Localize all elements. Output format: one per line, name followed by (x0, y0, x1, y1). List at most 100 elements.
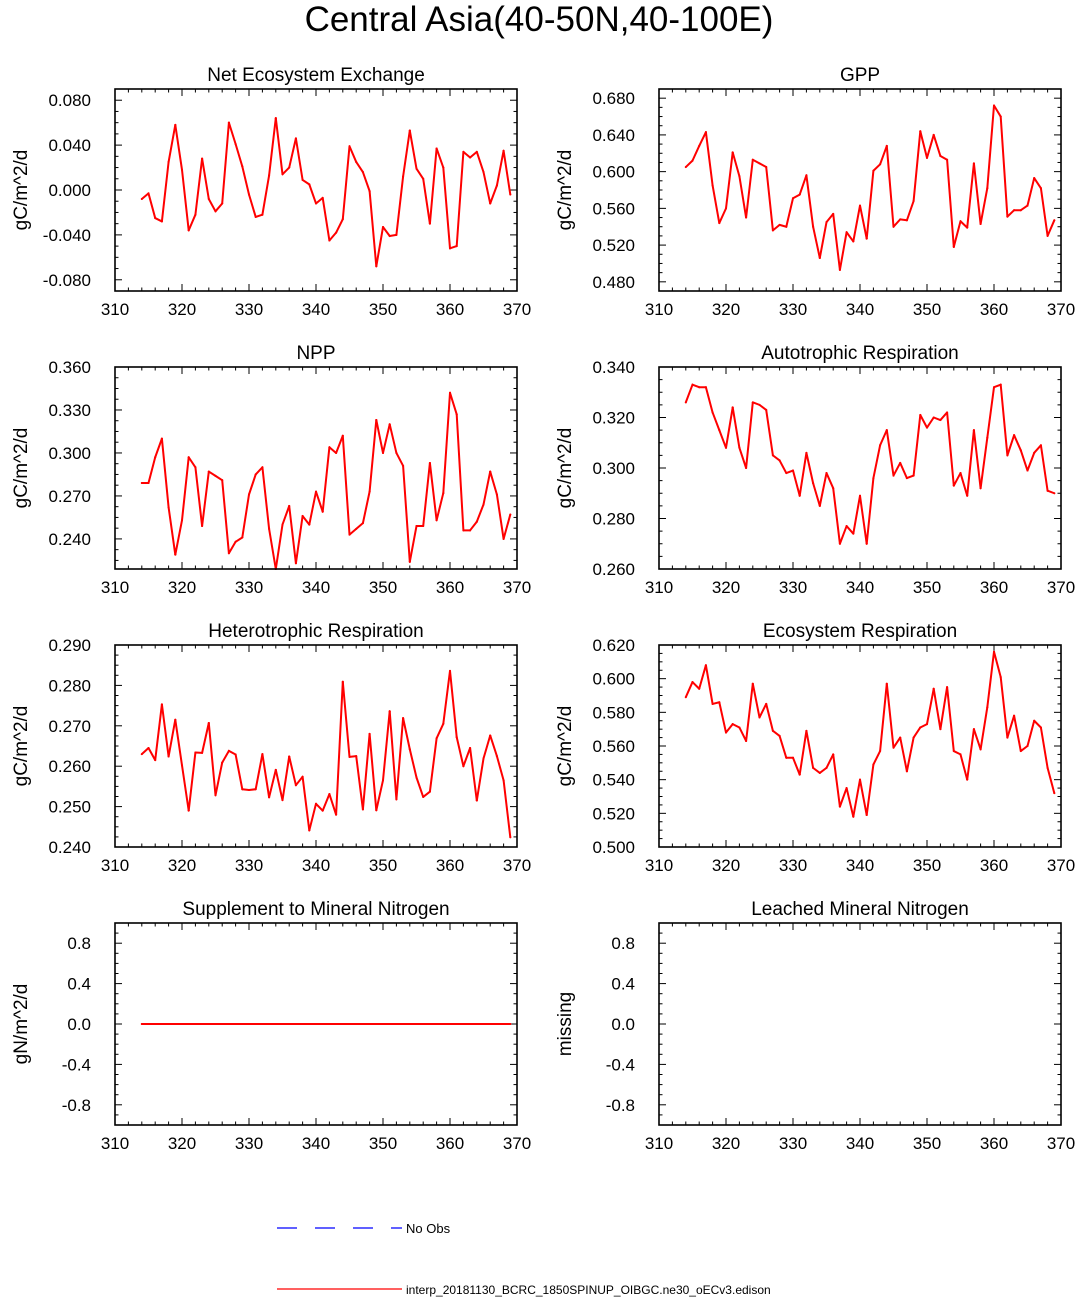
series-segment (495, 493, 505, 540)
data-point (335, 231, 338, 234)
x-tick-label: 310 (101, 1134, 129, 1153)
y-tick-label: 0.0 (611, 1015, 635, 1034)
data-point (919, 130, 922, 133)
series-segment (174, 519, 183, 556)
data-point (395, 798, 398, 801)
data-point (818, 504, 821, 507)
y-tick-label: 0.080 (48, 91, 91, 110)
data-point (341, 680, 344, 683)
data-point (1039, 187, 1042, 190)
data-point (422, 795, 425, 798)
series-segment (845, 231, 855, 243)
data-point (1013, 714, 1016, 717)
data-point (946, 686, 949, 689)
data-point (932, 133, 935, 136)
series-segment (502, 779, 512, 839)
data-point (227, 552, 230, 555)
y-tick-label: 0.680 (592, 89, 635, 108)
data-point (859, 204, 861, 207)
data-point (1046, 234, 1049, 237)
series-segment (395, 717, 405, 801)
data-point (832, 753, 835, 756)
data-point (140, 482, 143, 485)
series-segment (301, 514, 311, 526)
chart-panels: Net Ecosystem Exchange gC/m^2/d 310 320 330 3… (11, 65, 1075, 1153)
data-point (725, 731, 727, 734)
series-segment (382, 423, 391, 454)
series-segment (214, 474, 224, 482)
y-tick-label: 0.640 (592, 126, 635, 145)
series-segment (852, 204, 861, 243)
y-tick-label: 0.0 (67, 1015, 91, 1034)
x-tick-label: 340 (302, 300, 330, 319)
data-point (194, 213, 197, 216)
y-tick-label: 0.520 (592, 236, 635, 255)
data-point (402, 464, 405, 467)
series-segment (160, 703, 170, 758)
data-point (502, 149, 505, 152)
x-tick-label: 370 (503, 300, 531, 319)
x-tick-label: 340 (846, 856, 874, 875)
series-segment (368, 419, 378, 493)
series-segment (1033, 177, 1042, 190)
series-segment (892, 736, 902, 749)
series-segment (919, 723, 928, 729)
x-tick-label: 360 (980, 1134, 1008, 1153)
panel-title: NPP (296, 343, 335, 364)
series-segment (187, 213, 197, 232)
data-point (704, 664, 707, 667)
data-point (502, 779, 505, 782)
series-segment (308, 802, 317, 832)
data-point (711, 702, 714, 705)
series-segment (288, 504, 297, 565)
data-point (751, 158, 754, 161)
data-point (147, 192, 150, 195)
y-tick-label: 0.250 (48, 798, 91, 817)
plot-frame (114, 644, 518, 848)
series-segment (1039, 444, 1049, 492)
data-point (946, 158, 949, 161)
data-point (684, 696, 687, 699)
series-segment (248, 788, 257, 792)
series-segment (993, 383, 1002, 389)
data-point (268, 796, 271, 799)
series-segment (832, 487, 841, 545)
x-tick-label: 360 (436, 856, 464, 875)
x-tick-label: 360 (980, 300, 1008, 319)
data-point (905, 219, 908, 222)
data-point (395, 451, 398, 454)
data-point (711, 411, 714, 414)
x-tick-label: 320 (712, 578, 740, 597)
data-point (201, 525, 204, 528)
series-segment (335, 434, 344, 454)
x-tick-label: 310 (645, 300, 673, 319)
plot-frame (114, 366, 518, 570)
series-segment (818, 221, 828, 259)
series-segment (932, 133, 942, 158)
data-point (348, 533, 351, 536)
data-point (435, 519, 438, 522)
series-segment (919, 130, 928, 159)
data-point (214, 794, 217, 797)
data-point (449, 247, 451, 250)
series-segment (1046, 489, 1056, 495)
data-point (375, 809, 378, 812)
y-tick-label: -0.8 (62, 1096, 91, 1115)
x-tick-label: 310 (101, 578, 129, 597)
series-segment (872, 444, 882, 480)
data-point (402, 175, 405, 178)
series-segment (174, 123, 183, 171)
series-segment (241, 165, 250, 196)
data-point (771, 729, 774, 732)
data-point (718, 701, 721, 704)
series-segment (375, 779, 384, 812)
data-point (428, 222, 431, 225)
data-point (993, 104, 995, 107)
data-point (509, 836, 512, 839)
y-tick-label: 0.500 (592, 838, 635, 857)
series-segment (899, 736, 908, 773)
data-point (422, 525, 425, 528)
series-segment (872, 163, 882, 172)
series-segment (905, 474, 915, 480)
data-point (435, 147, 438, 150)
